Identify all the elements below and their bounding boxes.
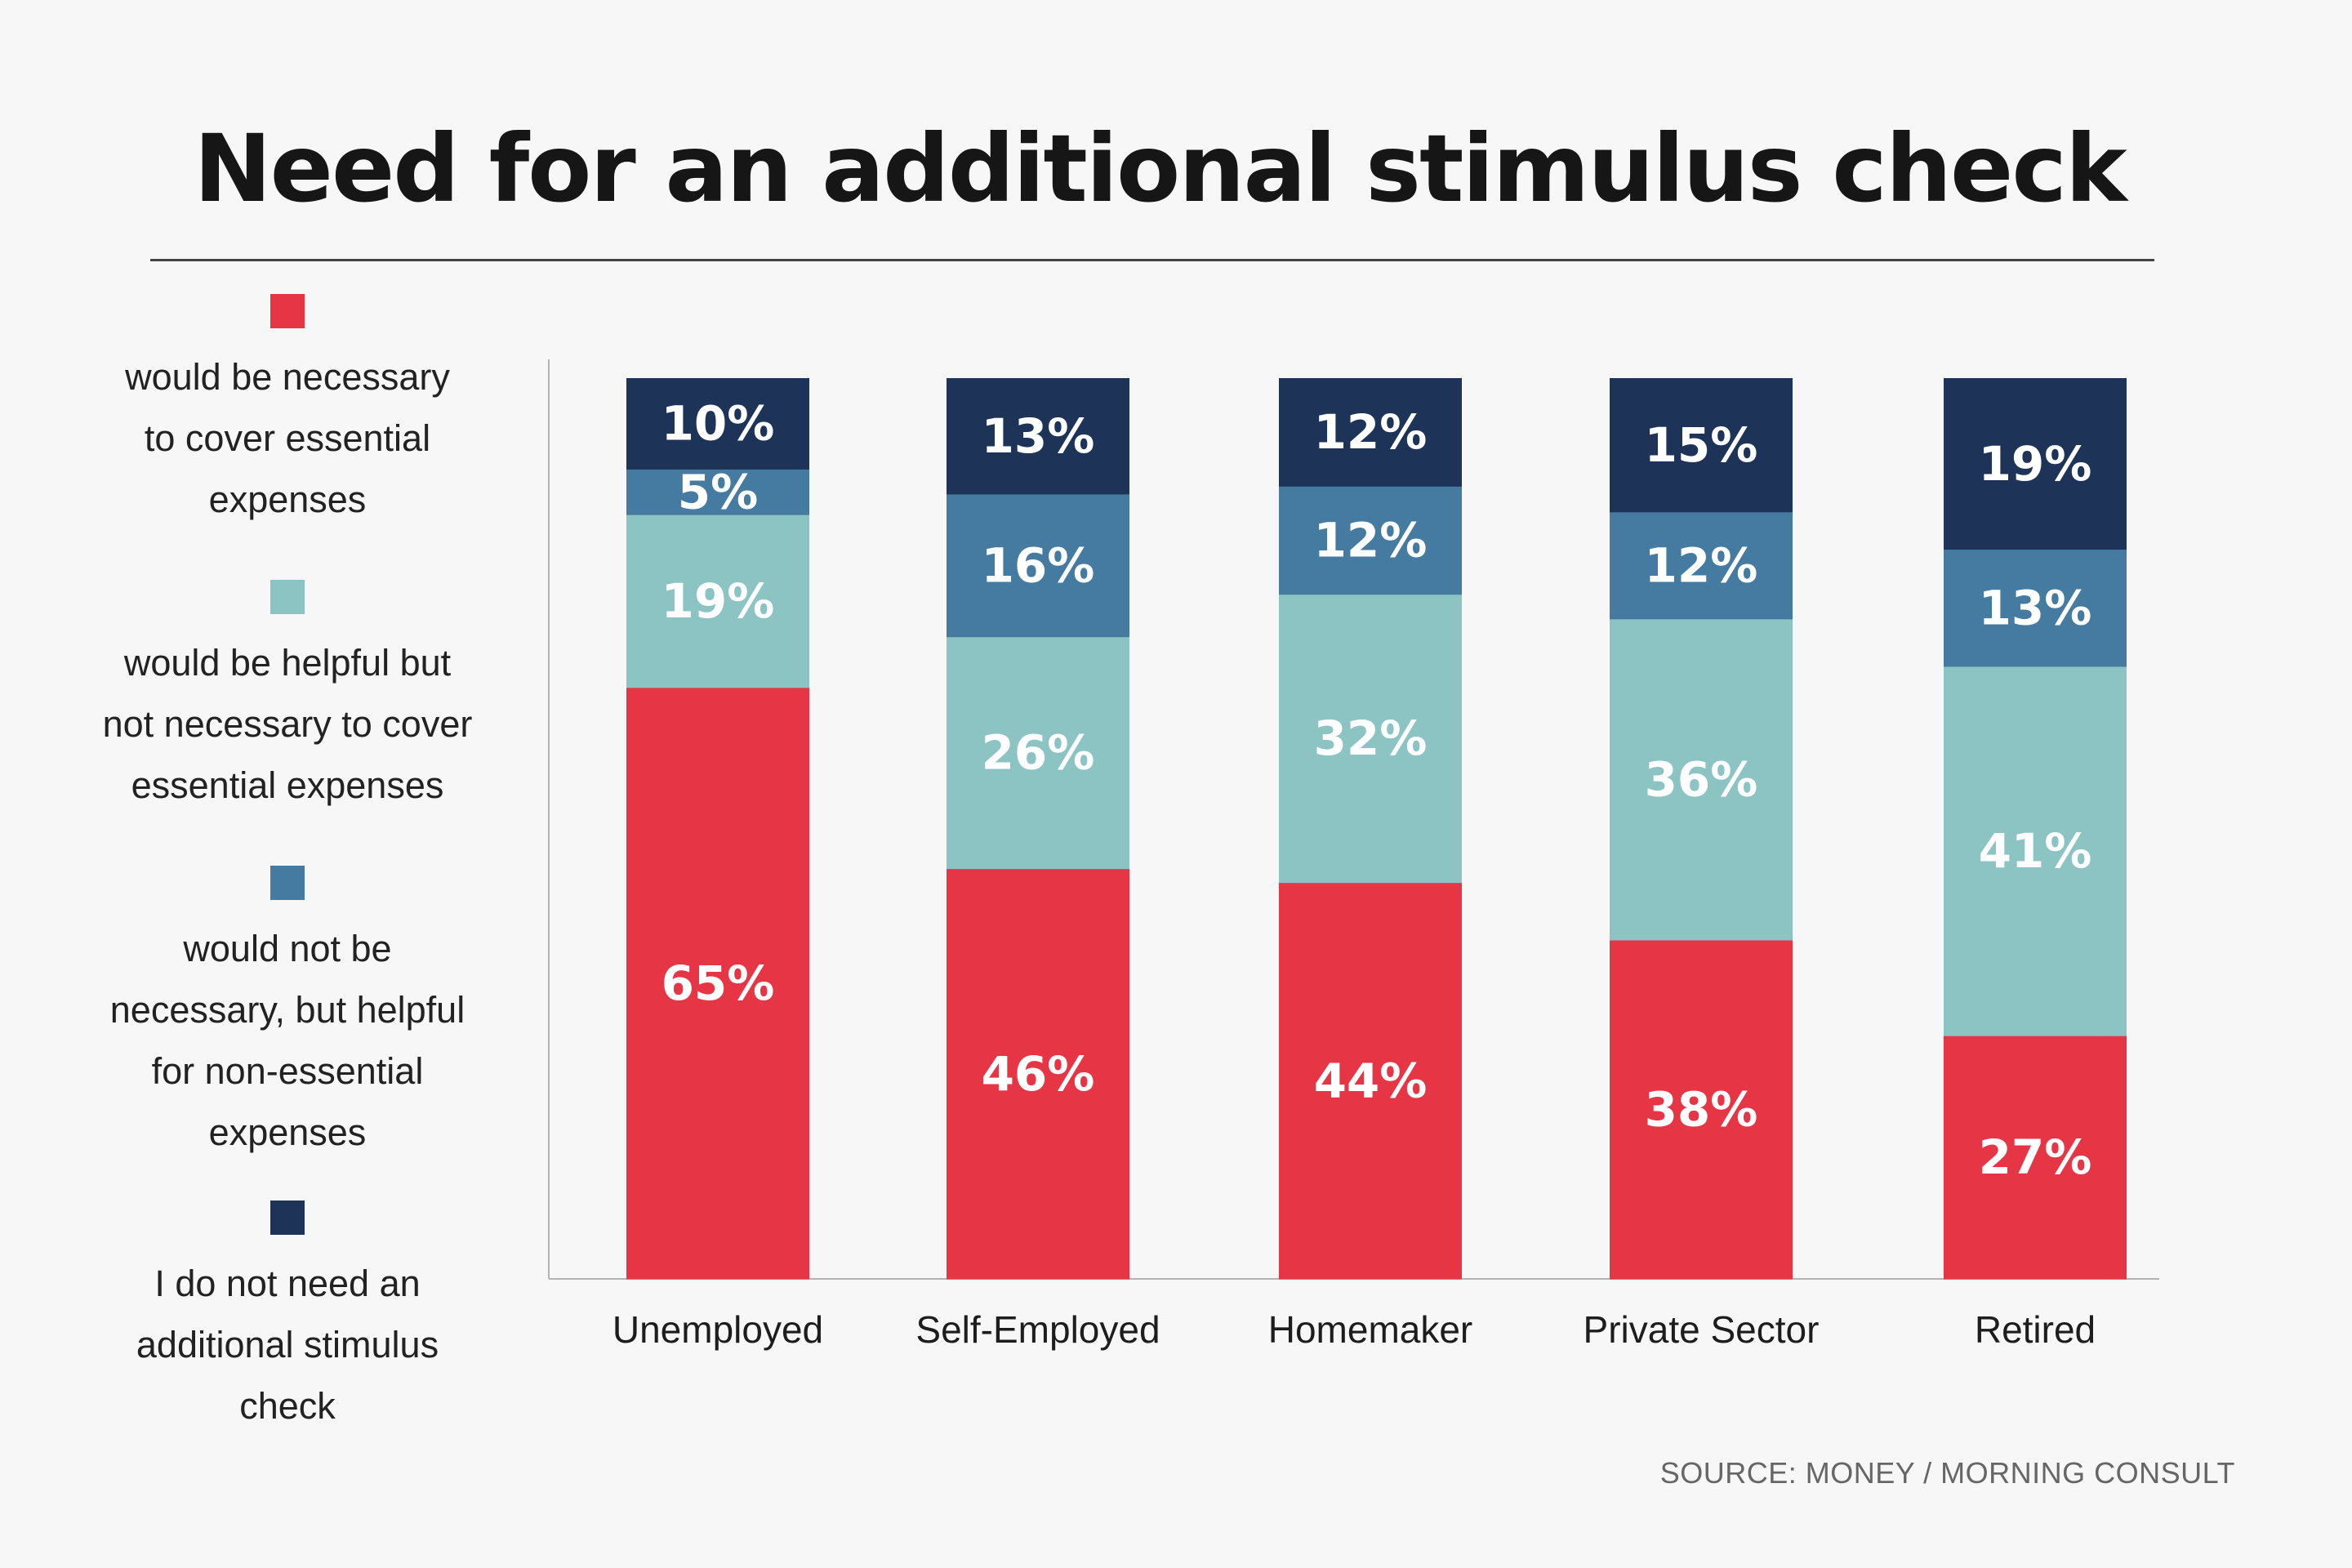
bar-stack: 46% 26% 16% 13% [947,378,1129,1280]
legend-label-line: additional stimulus [136,1324,439,1365]
bar-segment [1610,511,1793,620]
bar-segment [1944,549,2127,667]
legend-item: would be helpful but not necessary to cov… [59,580,516,816]
data-label: 16% [982,537,1095,593]
category-label: Private Sector [1584,1308,1820,1351]
legend-swatch [270,866,305,900]
category-label: Retired [1975,1308,2096,1351]
category-label: Self-Employed [915,1308,1160,1351]
category-label: Homemaker [1268,1308,1473,1351]
bar-stack: 27% 41% 13% 19% [1944,378,2127,1280]
legend-label-line: for non-essential [151,1050,424,1092]
bar-segment [1279,486,1462,595]
data-label: 27% [1979,1129,2092,1185]
legend-label-line: check [239,1385,336,1427]
legend-label-line: to cover essential [144,417,431,459]
bar-segment [947,493,1129,638]
data-label: 12% [1645,537,1758,593]
bar-segment [1610,618,1793,941]
legend-swatch [270,1200,305,1235]
bar-segment [1610,378,1793,513]
data-label: 10% [662,396,775,452]
source-note: SOURCE: MONEY / MORNING CONSULT [1659,1456,2235,1490]
legend-label-line: would be helpful but [123,642,452,684]
data-label: 46% [982,1046,1095,1102]
legend-label: I do not need an additional stimulus check [136,1253,439,1437]
bar-segment [1610,940,1793,1280]
bar-segment [626,514,809,688]
bar-stack: 65% 19% 5% 10% [626,378,809,1280]
data-label: 32% [1314,710,1428,766]
legend-item: would not be necessary, but helpful for no… [59,866,516,1163]
data-label: 38% [1645,1082,1758,1138]
data-label: 12% [1314,513,1428,568]
legend-label-line: expenses [208,479,367,520]
data-label: 41% [1979,823,2092,879]
bar-segment [626,469,809,515]
legend-label-line: would be necessary [125,356,450,398]
bar-segment [1279,378,1462,487]
bar-stack: 44% 32% 12% 12% [1279,378,1462,1280]
legend-label-line: necessary, but helpful [109,989,466,1031]
legend-label: would not be necessary, but helpful for no… [110,918,465,1163]
bar-segment [947,378,1129,495]
legend-label-line: expenses [208,1111,367,1153]
data-label: 5% [678,464,758,519]
bar-segment [947,636,1129,870]
data-label: 15% [1645,417,1758,473]
data-label: 19% [662,573,775,629]
bar-segment [626,378,809,470]
data-label: 36% [1645,751,1758,807]
data-label: 19% [1979,436,2092,492]
bar-segment [947,868,1129,1280]
data-label: 26% [982,725,1095,781]
chart-title: Need for an additional stimulus check [194,114,2127,223]
bar-segment [1279,594,1462,884]
bar-segment [626,687,809,1280]
legend-label-line: essential expenses [131,764,444,806]
bar-segment [1944,666,2127,1036]
data-label: 13% [1979,580,2092,635]
data-label: 65% [662,956,775,1011]
legend-label-line: would not be [183,928,392,969]
title-divider [150,259,2154,261]
legend-label: would be helpful but not necessary to cov… [103,632,473,816]
data-label: 13% [982,408,1095,464]
data-label: 44% [1314,1053,1428,1108]
data-label: 12% [1314,404,1428,460]
bar-stack: 38% 36% 12% 15% [1610,378,1793,1280]
legend-label: would be necessary to cover essential expe… [125,346,450,530]
bar-segment [1944,1036,2127,1280]
category-label: Unemployed [612,1308,823,1351]
legend-swatch [270,294,305,328]
bar-segment [1279,882,1462,1280]
legend-item: I do not need an additional stimulus check [59,1200,516,1437]
bar-segment [1944,378,2127,550]
legend-label-line: not necessary to cover [102,703,473,745]
legend-item: would be necessary to cover essential expe… [59,294,516,530]
legend-label-line: I do not need an [154,1263,421,1304]
legend-swatch [270,580,305,614]
